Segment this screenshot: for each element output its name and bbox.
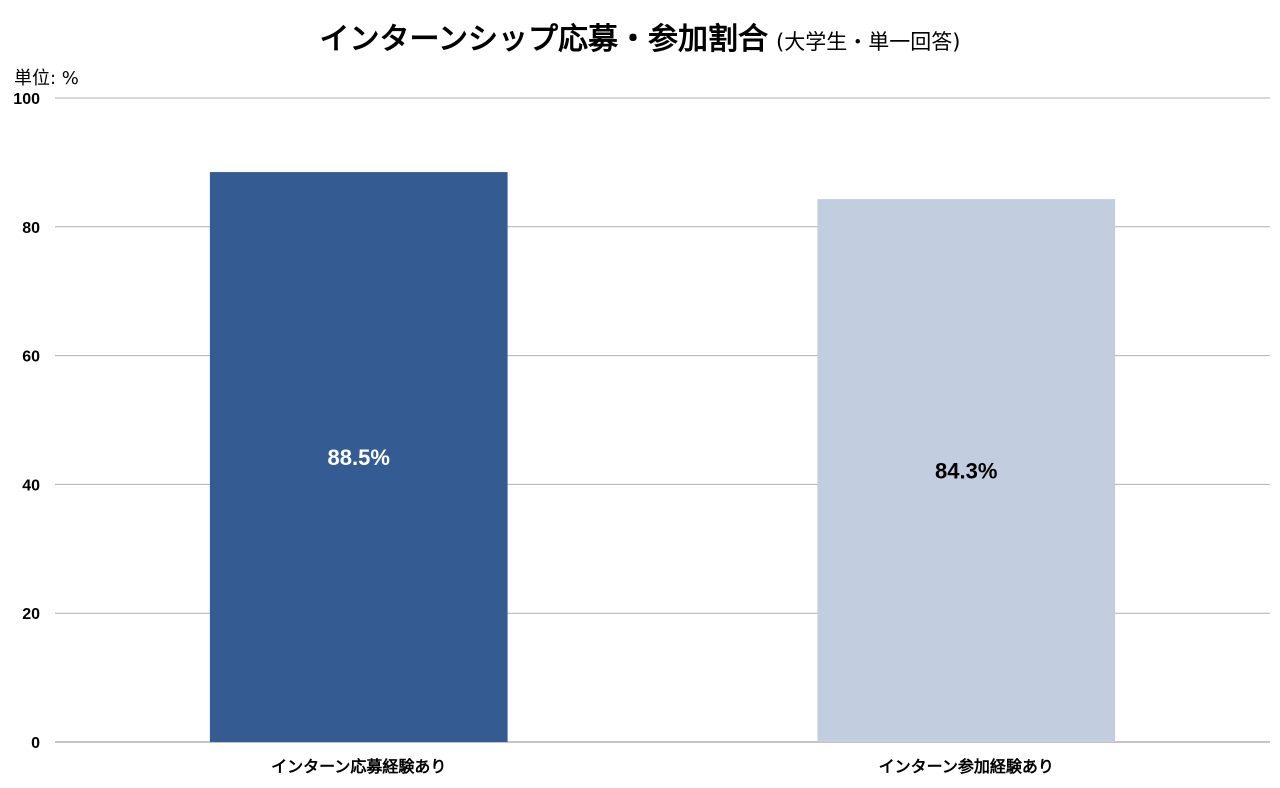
y-tick-label-100: 100 — [13, 91, 40, 108]
chart-title: インターンシップ応募・参加割合 — [319, 22, 769, 57]
bar-1 — [209, 172, 508, 742]
y-tick-label-80: 80 — [22, 220, 40, 237]
y-tick-label-0: 0 — [31, 735, 40, 752]
y-tick-label-60: 60 — [22, 349, 40, 366]
chart-title-row: インターンシップ応募・参加割合 (大学生・単一回答) — [0, 14, 1280, 58]
bar-2 — [817, 199, 1116, 742]
unit-label: 単位: % — [14, 68, 79, 89]
y-tick-label-20: 20 — [22, 606, 40, 623]
bar-value-label-1: 88.5% — [328, 445, 390, 470]
y-tick-label-40: 40 — [22, 477, 40, 494]
x-category-label-1: インターン応募経験あり — [271, 757, 446, 776]
bar-value-label-2: 84.3% — [935, 459, 997, 484]
x-category-label-2: インターン参加経験あり — [879, 757, 1054, 776]
chart-subtitle: (大学生・単一回答) — [776, 30, 961, 54]
